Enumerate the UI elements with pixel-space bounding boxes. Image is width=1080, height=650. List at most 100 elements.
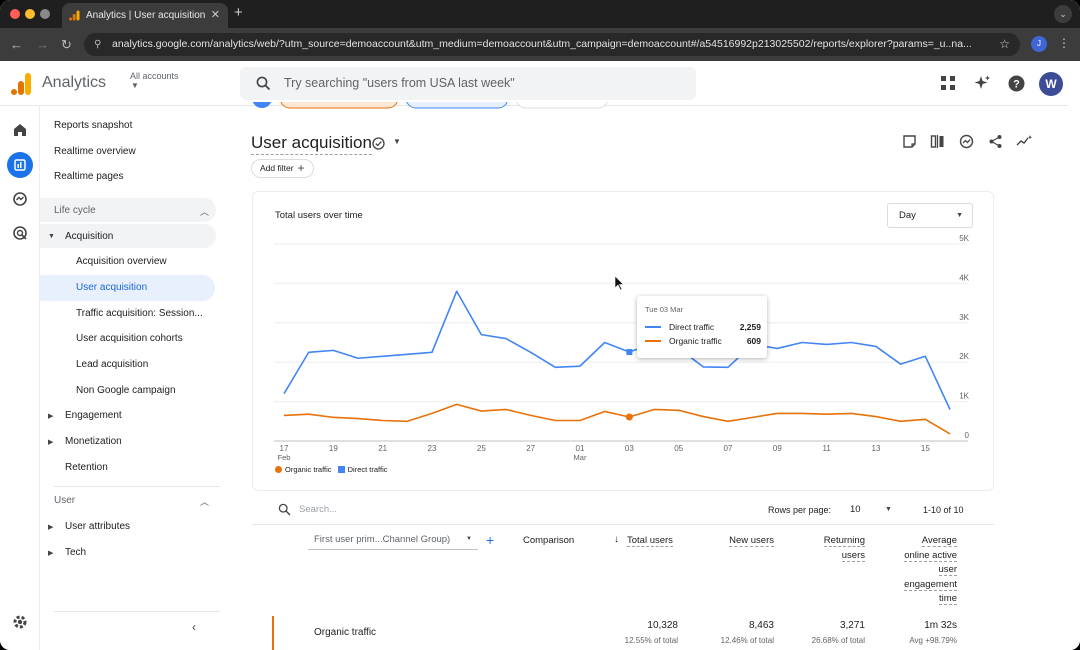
analytics-logo-icon[interactable] [11, 73, 31, 95]
nav-lead-acquisition[interactable]: Lead acquisition [76, 359, 149, 370]
main-content: User acquisition ▼ Add filter + [232, 102, 1080, 650]
tab-close-icon[interactable]: ✕ [210, 9, 220, 21]
nav-monetization[interactable]: Monetization [65, 436, 122, 447]
nav-retention[interactable]: Retention [65, 462, 108, 473]
collapse-nav-icon[interactable]: ‹ [192, 620, 196, 634]
y-tick-label: 3K [959, 313, 969, 322]
trend-sparkle-icon[interactable] [1016, 134, 1033, 149]
legend-direct-icon [337, 466, 345, 473]
col-avg-engagement[interactable]: Average online active user engagement ti… [892, 534, 957, 607]
nav-tech[interactable]: Tech [65, 547, 87, 558]
app-brand[interactable]: Analytics [42, 74, 107, 91]
nav-acquisition-overview[interactable]: Acquisition overview [76, 256, 167, 267]
col-avg-l2: online active [904, 549, 957, 562]
rows-per-page-caret-icon[interactable]: ▼ [885, 506, 892, 513]
new-tab-button[interactable]: + [234, 4, 243, 21]
x-tick-label: 17 [280, 444, 289, 453]
minimize-window-dot[interactable] [25, 9, 35, 19]
y-tick-label: 0 [965, 431, 970, 440]
help-icon[interactable]: ? [1008, 75, 1025, 92]
site-info-icon[interactable]: ⚲ [94, 39, 102, 50]
granularity-select[interactable]: Day ▼ [887, 203, 973, 228]
reports-icon[interactable] [10, 155, 30, 175]
advertising-icon[interactable] [10, 223, 30, 243]
lifecycle-section-header[interactable] [40, 198, 216, 222]
mouse-cursor-icon [614, 275, 625, 291]
account-picker[interactable]: All accounts [130, 71, 179, 81]
settings-gear-icon[interactable] [10, 612, 30, 632]
lifecycle-collapse-icon[interactable]: ︿ [200, 207, 210, 217]
title-dropdown-icon[interactable]: ▼ [393, 137, 401, 146]
nav-user-acquisition-cohorts[interactable]: User acquisition cohorts [76, 333, 183, 344]
nav-engagement[interactable]: Engagement [65, 410, 122, 421]
profile-icon[interactable]: J [1031, 36, 1047, 52]
tooltip-organic-value: 609 [746, 336, 761, 346]
monetization-caret-icon[interactable]: ▶ [48, 439, 54, 446]
nav-non-google-campaign[interactable]: Non Google campaign [76, 385, 176, 396]
col-new-users[interactable]: New users [722, 534, 774, 549]
col-total-users[interactable]: Total users [627, 534, 673, 549]
page-right-edge [1068, 61, 1080, 650]
nav-divider [54, 486, 220, 487]
x-tick-label: 05 [674, 444, 683, 453]
bookmark-star-icon[interactable]: ☆ [999, 37, 1010, 51]
nav-acquisition[interactable]: Acquisition [65, 231, 114, 242]
forward-icon[interactable]: → [36, 37, 49, 52]
tooltip-organic-label: Organic traffic [669, 336, 722, 346]
nav-user-acquisition[interactable]: User acquisition [76, 282, 148, 293]
sort-desc-icon[interactable]: ↓ [614, 534, 619, 545]
add-dimension-button[interactable]: + [486, 532, 495, 548]
user-avatar[interactable]: W [1039, 72, 1063, 96]
nav-traffic-acquisition[interactable]: Traffic acquisition: Session... [76, 308, 203, 319]
add-filter-button[interactable]: Add filter + [251, 159, 314, 178]
search-placeholder: Try searching "users from USA last week" [284, 76, 515, 90]
table-search-input[interactable]: Search... [299, 504, 338, 515]
nav-reports-snapshot[interactable]: Reports snapshot [54, 120, 133, 131]
compare-icon[interactable] [930, 134, 945, 149]
table-row-label[interactable]: Organic traffic [314, 627, 377, 638]
legend-direct-label[interactable]: Direct traffic [347, 465, 388, 474]
engagement-caret-icon[interactable]: ▶ [48, 413, 54, 420]
browser-menu-icon[interactable]: ⋮ [1058, 36, 1070, 50]
address-bar[interactable]: ⚲ analytics.google.com/analytics/web/?ut… [84, 33, 1020, 56]
search-icon [256, 76, 271, 91]
x-tick-label: 03 [625, 444, 634, 453]
rows-per-page-select[interactable]: 10 [850, 504, 861, 515]
verified-check-icon[interactable] [372, 137, 385, 150]
svg-text:?: ? [1013, 79, 1020, 91]
col-returning-l2: users [841, 549, 865, 562]
explore-icon[interactable] [10, 189, 30, 209]
account-caret-icon[interactable]: ▼ [131, 81, 139, 90]
fullscreen-window-dot[interactable] [40, 9, 50, 19]
col-returning-users[interactable]: Returning users [812, 534, 865, 563]
user-attributes-caret-icon[interactable]: ▶ [48, 524, 54, 531]
back-icon[interactable]: ← [10, 37, 23, 52]
col-avg-l5: time [939, 593, 957, 605]
legend-organic-label[interactable]: Organic traffic [285, 465, 332, 474]
user-collapse-icon[interactable]: ︿ [200, 497, 210, 507]
dimension-select[interactable]: First user prim...Channel Group) ▼ [308, 534, 478, 550]
global-search-input[interactable]: Try searching "users from USA last week" [240, 67, 696, 100]
acquisition-group[interactable] [40, 224, 216, 248]
nav-realtime-pages[interactable]: Realtime pages [54, 171, 124, 182]
reload-icon[interactable]: ↻ [61, 37, 72, 52]
user-section-title[interactable]: User [54, 495, 76, 506]
home-icon[interactable] [10, 120, 30, 140]
nav-realtime-overview[interactable]: Realtime overview [54, 146, 136, 157]
nav-user-attributes[interactable]: User attributes [65, 521, 131, 532]
acquisition-caret-icon[interactable]: ▼ [48, 233, 55, 240]
share-icon[interactable] [988, 134, 1003, 149]
cut-off-comparison-chips[interactable] [252, 102, 1042, 110]
apps-grid-icon[interactable] [940, 75, 956, 91]
insights-icon[interactable] [959, 134, 974, 149]
edit-report-icon[interactable] [902, 134, 917, 149]
sparkle-insights-icon[interactable] [974, 75, 991, 92]
close-window-dot[interactable] [10, 9, 20, 19]
tab-search-icon[interactable]: ⌄ [1054, 5, 1072, 23]
browser-tab[interactable]: Analytics | User acquisition ✕ [62, 3, 228, 28]
x-tick-label: 13 [872, 444, 881, 453]
tech-caret-icon[interactable]: ▶ [48, 550, 54, 557]
x-tick-label: 09 [773, 444, 782, 453]
tooltip-date: Tue 03 Mar [645, 305, 684, 314]
